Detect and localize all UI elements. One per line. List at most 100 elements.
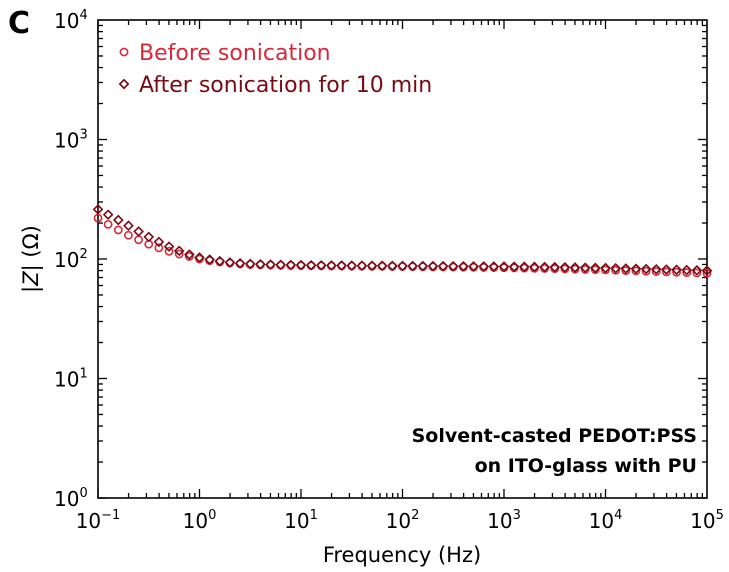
data-point xyxy=(336,260,347,271)
x-tick-label: 105 xyxy=(690,508,724,533)
x-tick-label-base: 10 xyxy=(487,509,512,533)
y-tick-label-base: 10 xyxy=(54,129,79,153)
legend-marker-before xyxy=(119,47,129,57)
panel-label: C xyxy=(8,6,30,41)
data-point xyxy=(631,266,641,276)
data-point xyxy=(610,262,621,274)
data-point xyxy=(621,266,631,275)
y-axis-label-variable: Z xyxy=(19,271,43,287)
x-tick-label: 104 xyxy=(589,508,623,533)
x-tick-label-base: 10 xyxy=(386,509,411,533)
data-point xyxy=(702,268,712,278)
data-point xyxy=(569,262,581,273)
data-point xyxy=(366,260,378,272)
data-point xyxy=(265,259,276,270)
data-point xyxy=(275,259,287,271)
annotation-line-1: Solvent-casted PEDOT:PSS xyxy=(412,425,697,447)
x-tick-label-exponent: 1 xyxy=(310,508,318,523)
data-point xyxy=(508,261,520,272)
x-tick-label-exponent: 5 xyxy=(716,508,724,523)
legend: Before sonication After sonication for 1… xyxy=(118,41,432,98)
y-tick-label-exponent: 4 xyxy=(79,8,87,23)
data-point xyxy=(194,252,205,263)
data-point xyxy=(255,258,266,270)
y-tick-label-exponent: 3 xyxy=(79,128,87,143)
axis-ticks xyxy=(97,20,707,499)
data-point xyxy=(549,261,561,273)
data-point xyxy=(184,249,195,260)
data-point xyxy=(611,265,621,275)
data-point xyxy=(447,260,459,272)
x-tick-label-exponent: −1 xyxy=(101,508,120,523)
data-point xyxy=(244,258,256,270)
data-point xyxy=(346,260,358,271)
data-point xyxy=(518,261,530,273)
data-point xyxy=(376,260,388,272)
x-tick-label-exponent: 3 xyxy=(513,508,521,523)
data-point xyxy=(488,261,500,272)
data-point xyxy=(671,264,682,276)
data-point xyxy=(112,214,124,226)
data-point xyxy=(174,249,184,259)
data-point xyxy=(173,245,185,257)
data-point xyxy=(580,265,590,274)
data-point xyxy=(102,209,114,220)
data-point xyxy=(124,230,133,240)
x-tick-label: 102 xyxy=(386,508,420,533)
data-point xyxy=(92,204,104,215)
data-point xyxy=(133,226,144,237)
data-point xyxy=(672,267,681,277)
data-point xyxy=(143,231,155,243)
legend-marker-glyph xyxy=(119,47,129,57)
y-axis-label-part-2: | (Ω) xyxy=(19,225,44,271)
series-after-sonication xyxy=(92,204,713,276)
data-point xyxy=(590,262,601,274)
data-point xyxy=(387,260,398,272)
data-point xyxy=(153,236,165,248)
x-tick-labels: 10−1 100 101 102 103 104 105 xyxy=(76,508,724,533)
x-axis-label: Frequency (Hz) xyxy=(323,543,481,567)
data-point xyxy=(113,225,123,235)
y-tick-label: 104 xyxy=(54,8,88,33)
data-point xyxy=(407,260,418,272)
y-tick-label-base: 10 xyxy=(54,487,79,511)
data-point xyxy=(356,260,368,272)
x-tick-label-exponent: 4 xyxy=(614,508,622,523)
data-point xyxy=(701,265,713,276)
data-point xyxy=(662,267,671,277)
y-tick-label-exponent: 2 xyxy=(79,247,87,262)
legend-label-before: Before sonication xyxy=(139,41,331,66)
x-tick-label: 100 xyxy=(183,508,217,533)
x-tick-label: 103 xyxy=(487,508,521,533)
y-tick-label-base: 10 xyxy=(54,9,79,33)
x-tick-label-exponent: 2 xyxy=(411,508,419,523)
data-point xyxy=(134,235,144,245)
y-tick-label-base: 10 xyxy=(54,368,79,392)
data-point xyxy=(295,259,307,271)
data-point xyxy=(640,263,652,275)
data-point xyxy=(315,260,327,271)
data-point xyxy=(458,260,469,272)
data-point xyxy=(164,246,174,256)
legend-label-after: After sonication for 10 min xyxy=(139,73,432,98)
y-tick-label-exponent: 0 xyxy=(79,486,87,501)
data-point xyxy=(154,243,164,253)
annotation-line-2: on ITO-glass with PU xyxy=(475,455,697,477)
x-tick-label-exponent: 0 xyxy=(208,508,216,523)
data-point xyxy=(123,220,134,232)
data-point xyxy=(468,261,479,272)
data-point xyxy=(326,260,337,271)
data-point xyxy=(285,259,297,271)
data-point xyxy=(305,259,317,271)
data-point xyxy=(234,257,246,269)
y-tick-label-exponent: 1 xyxy=(79,367,87,382)
data-point xyxy=(214,255,226,267)
data-point xyxy=(417,260,429,272)
data-point xyxy=(691,264,703,276)
y-tick-label: 101 xyxy=(54,367,88,392)
data-point xyxy=(204,254,215,265)
y-tick-label: 100 xyxy=(54,486,88,511)
data-point xyxy=(630,263,642,275)
x-tick-label-base: 10 xyxy=(589,509,614,533)
data-point xyxy=(682,268,692,277)
